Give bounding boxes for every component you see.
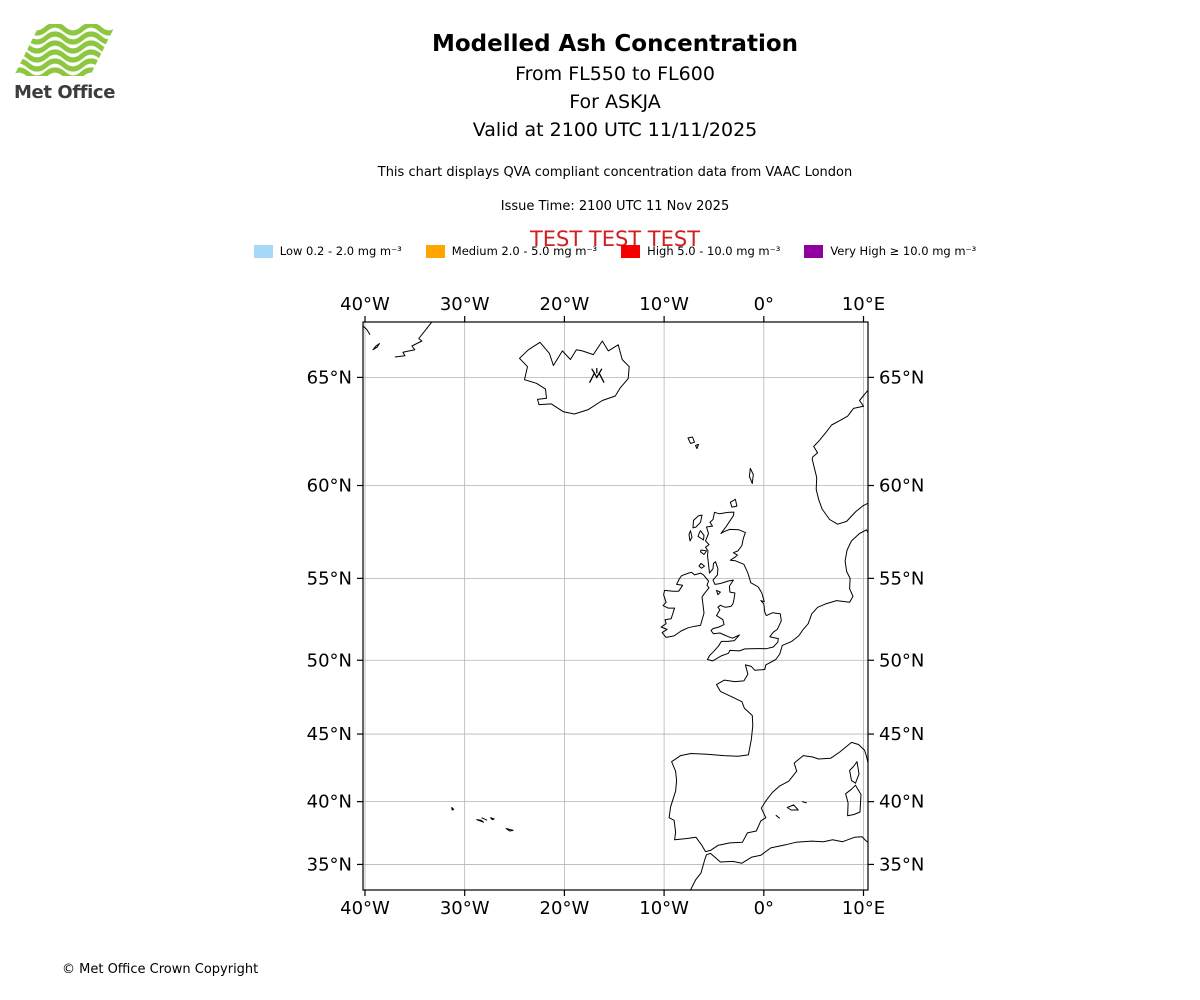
coastline-orkney (729, 498, 738, 508)
copyright-notice: © Met Office Crown Copyright (62, 962, 259, 977)
lat-tick-label-left: 35°N (307, 854, 352, 875)
legend-item-low: Low 0.2 - 2.0 mg m⁻³ (253, 244, 402, 258)
coastline-continental-europe (668, 529, 868, 853)
coastlines (363, 322, 868, 890)
page-title: Modelled Ash Concentration (431, 31, 799, 57)
coastline-uists (688, 530, 693, 542)
coastline-azores-flores (451, 807, 455, 811)
legend-swatch-medium (425, 244, 445, 258)
lat-tick-label-right: 50°N (879, 650, 924, 671)
lat-tick-label-right: 65°N (879, 367, 924, 388)
legend-label-high: High 5.0 - 10.0 mg m⁻³ (647, 244, 781, 258)
compliance-note: This chart displays QVA compliant concen… (377, 165, 853, 180)
coastline-islay-jura (698, 562, 705, 569)
coastline-faroe-south (695, 443, 699, 450)
lat-tick-label-left: 45°N (307, 724, 352, 745)
axis-ticks (357, 316, 874, 896)
axis-labels: 40°W 40°W 30°W 30°W 20°W 20°W 10°W 10°W 0° 0° 10°E… (307, 294, 925, 919)
lon-tick-label-bottom: 10°E (842, 898, 885, 919)
coastline-azores-sao-jorge (481, 817, 488, 821)
legend-label-medium: Medium 2.0 - 5.0 mg m⁻³ (451, 244, 598, 258)
test-banner: TEST TEST TEST (529, 227, 701, 251)
lon-tick-label-top: 10°E (842, 294, 885, 315)
lat-tick-label-left: 60°N (307, 476, 352, 497)
map-frame (362, 321, 869, 891)
lon-tick-label-bottom: 20°W (540, 898, 590, 919)
lon-tick-label-bottom: 10°W (639, 898, 689, 919)
coastline-menorca (802, 801, 807, 804)
coastline-shetland (748, 467, 754, 484)
legend-swatch-low (253, 244, 273, 258)
lat-tick-label-right: 40°N (879, 792, 924, 813)
coastline-great-britain (705, 511, 782, 662)
met-office-logo: Met Office (14, 24, 124, 103)
volcano-subtitle: For ASKJA (569, 91, 661, 113)
coastline-mallorca (786, 804, 799, 811)
flight-level-subtitle: From FL550 to FL600 (515, 63, 715, 85)
grid-lines (363, 322, 868, 890)
title-block: Modelled Ash Concentration From FL550 to… (15, 31, 1200, 251)
lon-tick-label-top: 0° (754, 294, 774, 315)
lon-tick-label-bottom: 0° (754, 898, 774, 919)
lat-tick-label-left: 55°N (307, 568, 352, 589)
coastline-skye (697, 530, 705, 541)
legend-item-medium: Medium 2.0 - 5.0 mg m⁻³ (425, 244, 598, 258)
coastline-north-africa (690, 836, 868, 890)
lat-tick-label-left: 65°N (307, 367, 352, 388)
coastline-azores-sao-miguel (505, 828, 514, 832)
lat-tick-label-right: 45°N (879, 724, 924, 745)
lon-tick-label-bottom: 30°W (440, 898, 490, 919)
lon-tick-label-top: 30°W (440, 294, 490, 315)
coastline-greenland-island (372, 343, 380, 351)
met-office-wordmark: Met Office (14, 82, 116, 103)
volcano-marker (589, 368, 605, 383)
valid-time-subtitle: Valid at 2100 UTC 11/11/2025 (472, 119, 758, 141)
coastline-isle-of-man (716, 589, 721, 596)
coastline-corsica (849, 761, 860, 784)
legend-swatch-high (621, 244, 641, 258)
lat-tick-label-right: 55°N (879, 568, 924, 589)
concentration-legend: Low 0.2 - 2.0 mg m⁻³ Medium 2.0 - 5.0 mg… (15, 244, 1200, 258)
legend-label-very-high: Very High ≥ 10.0 mg m⁻³ (830, 244, 977, 258)
coastline-lewis-harris (692, 514, 703, 529)
lon-tick-label-top: 40°W (340, 294, 390, 315)
lon-tick-label-top: 20°W (540, 294, 590, 315)
lon-tick-label-bottom: 40°W (340, 898, 390, 919)
legend-item-high: High 5.0 - 10.0 mg m⁻³ (621, 244, 780, 258)
lon-tick-label-top: 10°W (639, 294, 689, 315)
legend-label-low: Low 0.2 - 2.0 mg m⁻³ (279, 244, 402, 258)
coastline-faroe-north (687, 436, 695, 444)
coastline-sardinia (845, 784, 862, 817)
coastline-mull (700, 549, 707, 555)
coastline-azores-terceira (490, 817, 495, 821)
issue-time: Issue Time: 2100 UTC 11 Nov 2025 (500, 199, 730, 214)
legend-item-very-high: Very High ≥ 10.0 mg m⁻³ (804, 244, 976, 258)
lat-tick-label-left: 40°N (307, 792, 352, 813)
lat-tick-label-right: 60°N (879, 476, 924, 497)
coastline-greenland (394, 322, 433, 358)
coastline-azores-faial-pico (476, 819, 485, 823)
lat-tick-label-left: 50°N (307, 650, 352, 671)
coastline-ireland (660, 571, 710, 638)
coastline-ibiza (775, 814, 781, 819)
coastline-norway (811, 389, 868, 525)
met-office-waves-icon (14, 24, 116, 76)
coastline-greenland-corner (363, 325, 371, 335)
lat-tick-label-right: 35°N (879, 854, 924, 875)
legend-swatch-very-high (804, 244, 824, 258)
coastline-iceland (519, 340, 630, 415)
